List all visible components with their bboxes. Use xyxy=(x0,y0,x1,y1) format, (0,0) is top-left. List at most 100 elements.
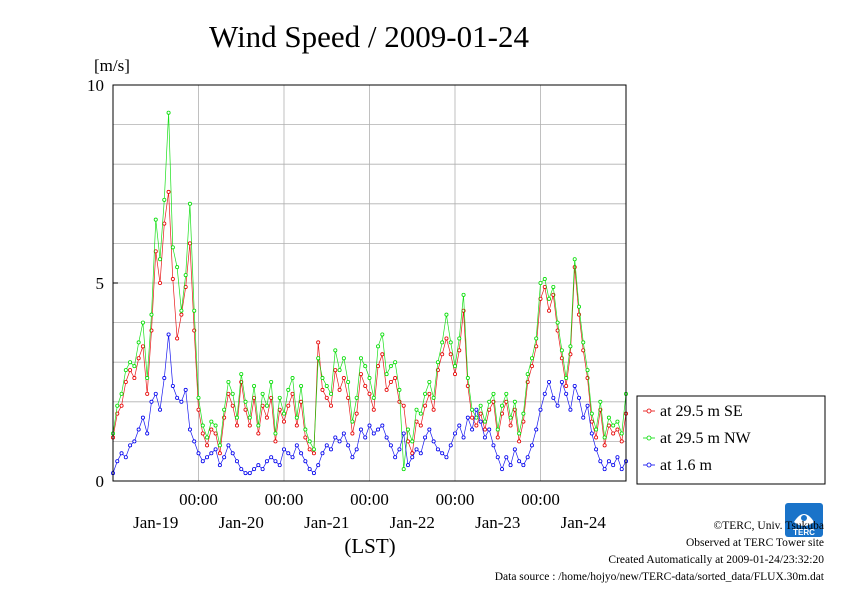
data-point xyxy=(196,407,201,412)
legend: at 29.5 m SE at 29.5 m NW at 1.6 m xyxy=(636,395,826,485)
data-point xyxy=(170,383,175,388)
data-point xyxy=(294,415,299,420)
series-2 xyxy=(111,332,629,476)
legend-swatch-marker xyxy=(646,462,652,468)
data-point xyxy=(119,403,124,408)
data-point xyxy=(606,415,611,420)
data-point xyxy=(170,245,175,250)
data-point xyxy=(341,376,346,381)
data-point xyxy=(615,419,620,424)
data-point xyxy=(145,391,150,396)
series-1 xyxy=(111,110,629,472)
data-point xyxy=(397,447,402,452)
footer-observed: Observed at TERC Tower site xyxy=(685,537,824,549)
data-point xyxy=(380,352,385,357)
data-point xyxy=(585,403,590,408)
data-point xyxy=(200,459,205,464)
data-point xyxy=(376,364,381,369)
data-point xyxy=(311,451,316,456)
data-point xyxy=(525,455,530,460)
data-point xyxy=(525,372,530,377)
data-point xyxy=(256,463,261,468)
data-point xyxy=(444,455,449,460)
data-point xyxy=(128,368,133,373)
data-point xyxy=(183,273,188,278)
data-point xyxy=(264,459,269,464)
data-point xyxy=(384,435,389,440)
y-tick-label: 5 xyxy=(96,274,105,293)
data-point xyxy=(589,431,594,436)
data-point xyxy=(341,356,346,361)
data-point xyxy=(512,399,517,404)
data-point xyxy=(423,403,428,408)
x-time-label: 00:00 xyxy=(350,490,389,509)
data-point xyxy=(576,304,581,309)
data-point xyxy=(213,423,218,428)
data-point xyxy=(521,411,526,416)
data-point xyxy=(158,257,163,262)
data-point xyxy=(192,308,197,313)
data-point xyxy=(542,391,547,396)
data-point xyxy=(140,320,145,325)
data-point xyxy=(337,439,342,444)
data-point xyxy=(145,376,150,381)
chart-title: Wind Speed / 2009-01-24 xyxy=(209,19,529,54)
data-point xyxy=(158,280,163,285)
data-point xyxy=(470,407,475,412)
data-point xyxy=(474,423,479,428)
data-point xyxy=(166,110,171,115)
data-point xyxy=(256,431,261,436)
data-point xyxy=(615,455,620,460)
data-point xyxy=(179,312,184,317)
x-time-label: 00:00 xyxy=(179,490,218,509)
y-axis-label: [m/s] xyxy=(94,56,130,75)
data-point xyxy=(508,423,513,428)
legend-label: at 29.5 m SE xyxy=(660,403,743,420)
legend-box xyxy=(636,395,826,485)
data-point xyxy=(290,391,295,396)
data-point xyxy=(179,399,184,404)
data-point xyxy=(303,427,308,432)
data-point xyxy=(213,447,218,452)
legend-swatch-marker xyxy=(646,408,652,414)
data-point xyxy=(444,336,449,341)
data-point xyxy=(294,443,299,448)
data-point xyxy=(209,427,214,432)
x-time-label: 00:00 xyxy=(521,490,560,509)
data-point xyxy=(149,399,154,404)
data-point xyxy=(401,431,406,436)
data-point xyxy=(457,336,462,341)
x-date-label: Jan-19 xyxy=(133,513,178,532)
data-point xyxy=(132,439,137,444)
data-point xyxy=(427,379,432,384)
data-point xyxy=(281,419,286,424)
data-point xyxy=(435,360,440,365)
data-point xyxy=(358,372,363,377)
data-point xyxy=(495,435,500,440)
data-point xyxy=(200,423,205,428)
data-point xyxy=(205,435,210,440)
data-point xyxy=(448,352,453,357)
data-point xyxy=(602,443,607,448)
data-point xyxy=(149,312,154,317)
data-point xyxy=(260,391,265,396)
data-point xyxy=(136,427,141,432)
data-point xyxy=(119,391,124,396)
legend-swatch-marker xyxy=(646,435,652,441)
series-layer xyxy=(111,110,629,476)
data-point xyxy=(260,467,265,472)
data-point xyxy=(239,467,244,472)
data-point xyxy=(589,419,594,424)
data-point xyxy=(397,399,402,404)
data-point xyxy=(162,376,167,381)
data-point xyxy=(410,451,415,456)
data-point xyxy=(209,419,214,424)
data-point xyxy=(487,427,492,432)
data-point xyxy=(247,471,252,476)
data-point xyxy=(162,221,167,226)
data-point xyxy=(230,451,235,456)
data-point xyxy=(247,415,252,420)
data-point xyxy=(538,280,543,285)
data-point xyxy=(504,455,509,460)
data-point xyxy=(461,292,466,297)
